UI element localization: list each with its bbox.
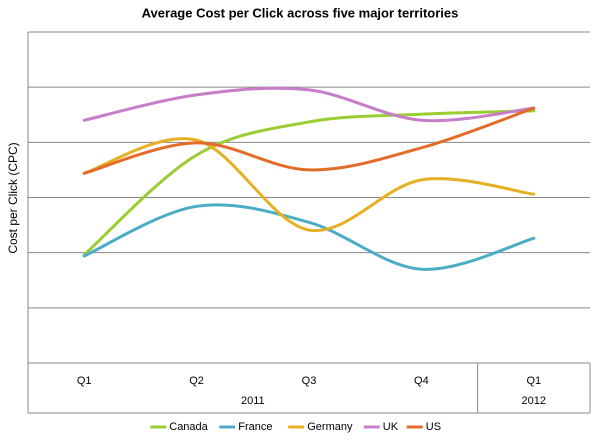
series-line	[82, 137, 536, 233]
series-line	[82, 86, 536, 123]
x-tick-label: Q1	[526, 375, 541, 387]
legend-label: France	[238, 421, 272, 433]
x-group-label: 2012	[522, 395, 546, 407]
legend-label: Canada	[169, 421, 208, 433]
x-tick-label: Q1	[77, 375, 92, 387]
x-tick-label: Q2	[189, 375, 204, 387]
chart-title: Average Cost per Click across five major…	[142, 5, 459, 20]
x-tick-label: Q4	[414, 375, 429, 387]
series-line	[82, 109, 536, 257]
legend-label: Germany	[307, 421, 353, 433]
legend-label: US	[426, 421, 441, 433]
y-axis-label: Cost per Click (CPC)	[6, 142, 20, 253]
x-tick-label: Q3	[302, 375, 317, 387]
series-line	[82, 203, 536, 271]
legend-label: UK	[383, 421, 399, 433]
series-line	[82, 106, 536, 175]
x-group-label: 2011	[241, 395, 265, 407]
